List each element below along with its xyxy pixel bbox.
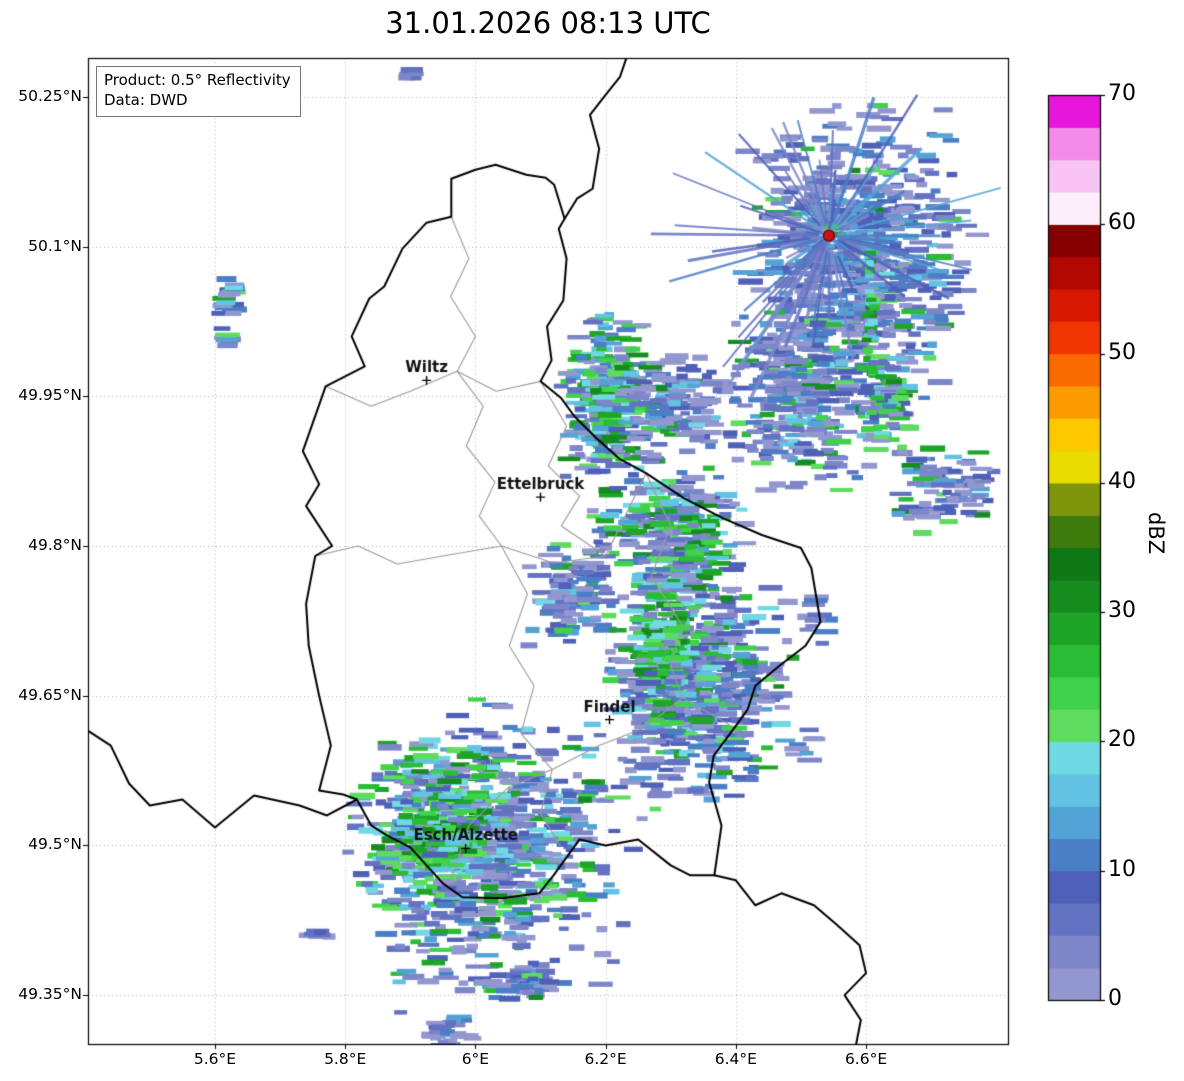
- colorbar-tick-label: 50: [1108, 339, 1136, 365]
- x-tick-label: 6°E: [461, 1050, 490, 1068]
- x-tick-label: 6.2°E: [584, 1050, 627, 1068]
- y-tick-label: 50.1°N: [28, 236, 82, 255]
- y-tick-label: 49.95°N: [18, 386, 82, 405]
- x-tick-label: 6.4°E: [714, 1050, 757, 1068]
- data-source-line: Data: DWD: [104, 91, 188, 110]
- y-tick-label: 49.65°N: [18, 685, 82, 704]
- colorbar-tick-label: 40: [1108, 468, 1136, 494]
- colorbar-tick-label: 70: [1108, 81, 1136, 106]
- colorbar-tick-label: 0: [1108, 986, 1122, 1011]
- page-title: 31.01.2026 08:13 UTC: [385, 6, 711, 40]
- colorbar-tick-label: 60: [1108, 210, 1136, 236]
- y-tick-label: 49.8°N: [28, 536, 82, 554]
- y-tick-label: 49.35°N: [18, 985, 82, 1004]
- x-tick-label: 5.8°E: [324, 1050, 367, 1068]
- colorbar-unit-label: dBZ: [1144, 512, 1168, 555]
- x-tick-label: 6.6°E: [844, 1050, 888, 1068]
- product-info-box: Product: 0.5° Reflectivity Data: DWD: [96, 66, 301, 117]
- product-line: Product: 0.5° Reflectivity: [104, 71, 291, 89]
- colorbar-tick-label: 10: [1108, 856, 1136, 882]
- colorbar-tick-label: 20: [1108, 727, 1136, 753]
- colorbar-tick-label: 30: [1108, 598, 1136, 624]
- y-tick-label: 50.25°N: [18, 86, 82, 105]
- x-tick-label: 5.6°E: [193, 1050, 237, 1068]
- y-tick-label: 49.5°N: [28, 835, 82, 854]
